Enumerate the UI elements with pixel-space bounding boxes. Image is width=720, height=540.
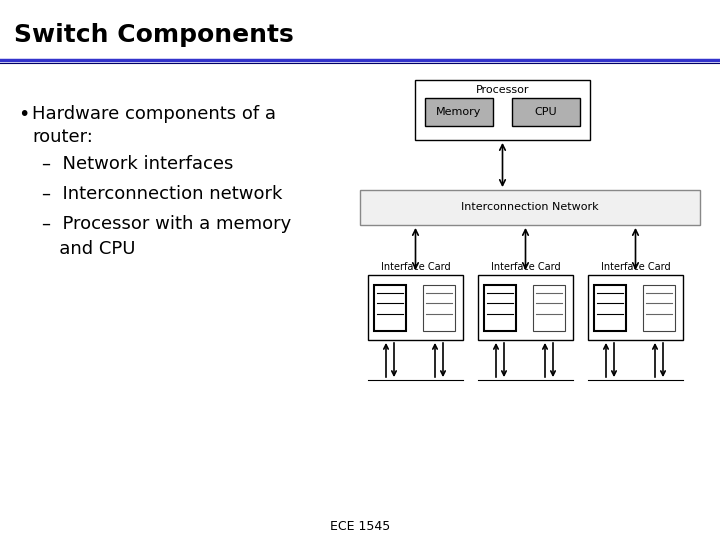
Text: CPU: CPU	[535, 107, 557, 117]
Bar	[512, 98, 580, 126]
Text: and CPU: and CPU	[42, 240, 135, 258]
Text: Processor: Processor	[476, 85, 529, 95]
Bar	[484, 285, 516, 330]
Text: Interface Card: Interface Card	[381, 262, 450, 272]
Text: Hardware components of a: Hardware components of a	[32, 105, 276, 123]
Text: ECE 1545: ECE 1545	[330, 521, 390, 534]
Text: Memory: Memory	[436, 107, 482, 117]
Text: Interface Card: Interface Card	[600, 262, 670, 272]
Text: •: •	[18, 105, 30, 124]
Bar	[594, 285, 626, 330]
Text: –  Network interfaces: – Network interfaces	[42, 155, 233, 173]
Bar	[478, 275, 573, 340]
Bar	[533, 285, 565, 330]
Text: –  Interconnection network: – Interconnection network	[42, 185, 282, 203]
Bar	[360, 190, 700, 225]
Text: Interconnection Network: Interconnection Network	[462, 202, 599, 213]
Bar	[415, 80, 590, 140]
Bar	[374, 285, 406, 330]
Bar	[368, 275, 463, 340]
Text: router:: router:	[32, 128, 93, 146]
Text: Switch Components: Switch Components	[14, 23, 294, 47]
Bar	[643, 285, 675, 330]
Bar	[423, 285, 455, 330]
Text: –  Processor with a memory: – Processor with a memory	[42, 215, 292, 233]
Text: Interface Card: Interface Card	[491, 262, 560, 272]
Bar	[588, 275, 683, 340]
Bar	[425, 98, 493, 126]
